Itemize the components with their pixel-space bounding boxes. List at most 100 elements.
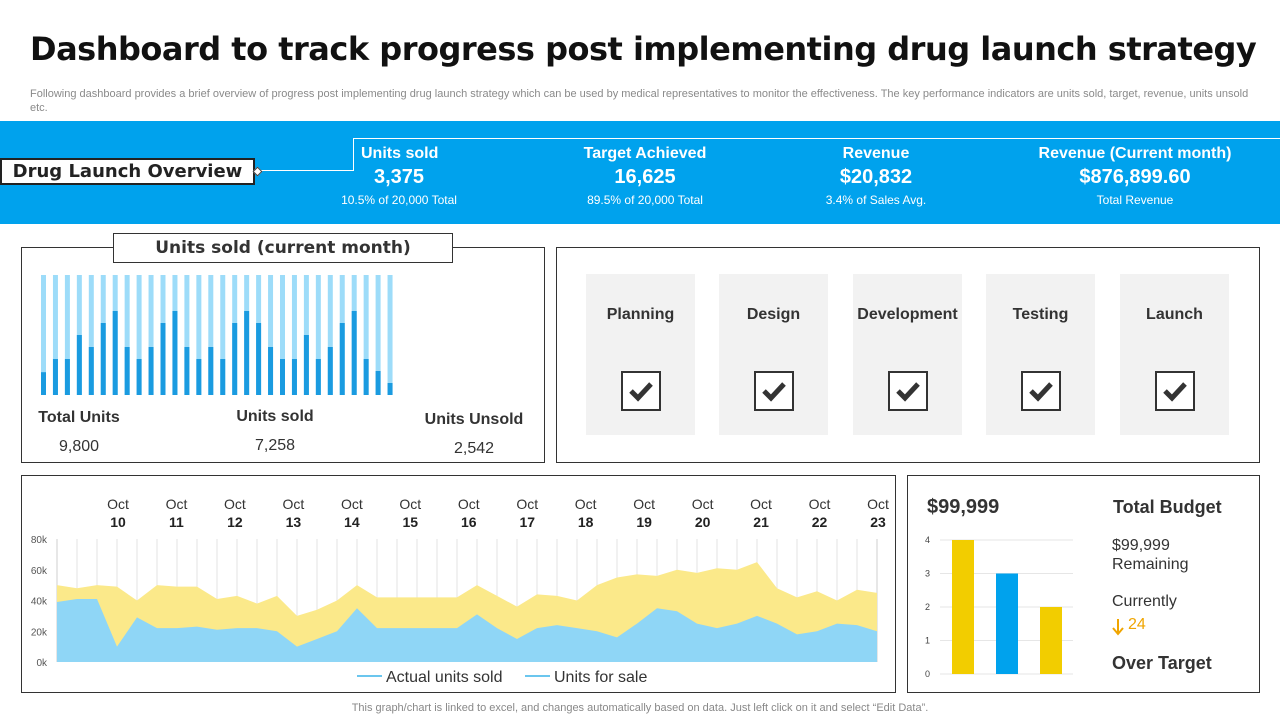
x-tick-month: Oct xyxy=(750,496,772,512)
budget-bar-chart: 0 1 2 3 4 xyxy=(925,535,1073,679)
connector-top xyxy=(353,138,1280,139)
budget-remaining-label: Remaining xyxy=(1112,556,1189,573)
bar-sold-22 xyxy=(291,359,297,395)
bar-total-25 xyxy=(327,275,333,395)
stage-name: Testing xyxy=(1012,306,1069,323)
x-tick-day: 18 xyxy=(578,514,594,530)
bar-sold-1 xyxy=(41,372,46,395)
kpi-label: Units sold xyxy=(361,145,439,162)
kpi-revenue: Revenue $20,832 3.4% of Sales Avg. xyxy=(766,145,986,207)
bar-sold-18 xyxy=(244,311,250,395)
y-tick-label: 4 xyxy=(925,535,930,545)
x-tick-month: Oct xyxy=(516,496,538,512)
bar-sold-14 xyxy=(196,359,202,395)
stage-planning: Planning xyxy=(586,274,695,435)
x-tick-month: Oct xyxy=(107,496,129,512)
x-tick-day: 11 xyxy=(169,514,184,530)
stage-testing: Testing xyxy=(986,274,1095,435)
bar-total-1 xyxy=(41,275,46,395)
x-tick-day: 17 xyxy=(519,514,535,530)
x-tick-day: 14 xyxy=(344,514,360,530)
bar-sold-24 xyxy=(315,359,321,395)
x-tick-month: Oct xyxy=(282,496,304,512)
budget-currently-label: Currently xyxy=(1112,593,1177,610)
bar-sold-6 xyxy=(100,323,106,395)
bar-sold-19 xyxy=(256,323,262,395)
bar-sold-30 xyxy=(387,383,393,395)
stage-name: Planning xyxy=(606,306,675,323)
bar-sold-3 xyxy=(64,359,70,395)
stage-design: Design xyxy=(719,274,828,435)
x-tick-month: Oct xyxy=(458,496,480,512)
y-tick-label: 0 xyxy=(925,669,930,679)
y-tick-label: 60k xyxy=(31,566,48,577)
bar-total-22 xyxy=(291,275,297,395)
kpi-sub: 10.5% of 20,000 Total xyxy=(341,193,457,207)
budget-bar-C xyxy=(1040,607,1062,674)
bar-total-3 xyxy=(64,275,70,395)
y-tick-label: 80k xyxy=(31,535,48,546)
x-tick-month: Oct xyxy=(809,496,831,512)
stage-name: Design xyxy=(746,306,801,323)
check-icon xyxy=(1163,382,1187,402)
budget-over-target: Over Target xyxy=(1112,653,1212,673)
bar-sold-10 xyxy=(148,347,154,395)
x-tick-day: 21 xyxy=(753,514,769,530)
bar-sold-29 xyxy=(375,371,381,395)
arrow-down-icon xyxy=(1112,619,1124,636)
kpi-sub: 3.4% of Sales Avg. xyxy=(825,193,927,207)
stage-checkbox[interactable] xyxy=(754,371,794,411)
bar-total-2 xyxy=(52,275,58,395)
budget-bar-A xyxy=(952,540,974,674)
bar-total-29 xyxy=(375,275,381,395)
y-tick-label: 0k xyxy=(36,658,48,669)
budget-bar-B xyxy=(996,573,1018,674)
kpi-value: 16,625 xyxy=(614,166,676,188)
x-tick-day: 19 xyxy=(636,514,652,530)
bar-sold-11 xyxy=(160,323,166,395)
stat-label-units-sold: Units sold xyxy=(236,408,314,425)
units-bar-chart xyxy=(41,275,393,395)
x-tick-month: Oct xyxy=(633,496,655,512)
bar-sold-7 xyxy=(112,311,118,395)
budget-remaining-value: $99,999 xyxy=(1112,537,1170,554)
x-tick-month: Oct xyxy=(575,496,597,512)
bar-total-5 xyxy=(88,275,94,395)
stat-label-total-units: Total Units xyxy=(38,409,120,426)
stage-name: Development xyxy=(857,306,958,323)
x-tick-day: 12 xyxy=(227,514,243,530)
kpi-units-sold: Units sold 3,375 10.5% of 20,000 Total xyxy=(289,145,509,207)
bar-total-24 xyxy=(315,275,321,395)
bar-sold-25 xyxy=(327,347,333,395)
bar-sold-8 xyxy=(124,347,130,395)
stage-checkbox[interactable] xyxy=(1155,371,1195,411)
bar-total-28 xyxy=(363,275,369,395)
legend-label: Units for sale xyxy=(554,669,647,686)
connector-vertical xyxy=(353,138,354,171)
bar-total-13 xyxy=(184,275,190,395)
kpi-label: Revenue xyxy=(842,145,910,162)
bar-sold-4 xyxy=(76,335,82,395)
bar-sold-12 xyxy=(172,311,178,395)
stage-name: Launch xyxy=(1146,306,1203,323)
bar-sold-2 xyxy=(52,359,58,395)
bar-total-9 xyxy=(136,275,142,395)
stat-value-units-sold: 7,258 xyxy=(254,437,296,454)
x-tick-month: Oct xyxy=(692,496,714,512)
stat-value-total-units: 9,800 xyxy=(58,438,100,455)
units-panel-title: Units sold (current month) xyxy=(113,233,453,263)
stat-label-units-unsold: Units Unsold xyxy=(424,411,524,428)
bar-sold-13 xyxy=(184,347,190,395)
x-tick-month: Oct xyxy=(166,496,188,512)
stage-checkbox[interactable] xyxy=(1021,371,1061,411)
bar-sold-15 xyxy=(208,347,214,395)
stage-checkbox[interactable] xyxy=(888,371,928,411)
stage-checkbox[interactable] xyxy=(621,371,661,411)
kpi-sub: 89.5% of 20,000 Total xyxy=(587,193,703,207)
y-tick-label: 2 xyxy=(925,602,930,612)
bar-total-8 xyxy=(124,275,130,395)
check-icon xyxy=(1029,382,1053,402)
kpi-value: $876,899.60 xyxy=(1079,166,1191,188)
x-tick-month: Oct xyxy=(341,496,363,512)
x-tick-day: 22 xyxy=(812,514,828,530)
